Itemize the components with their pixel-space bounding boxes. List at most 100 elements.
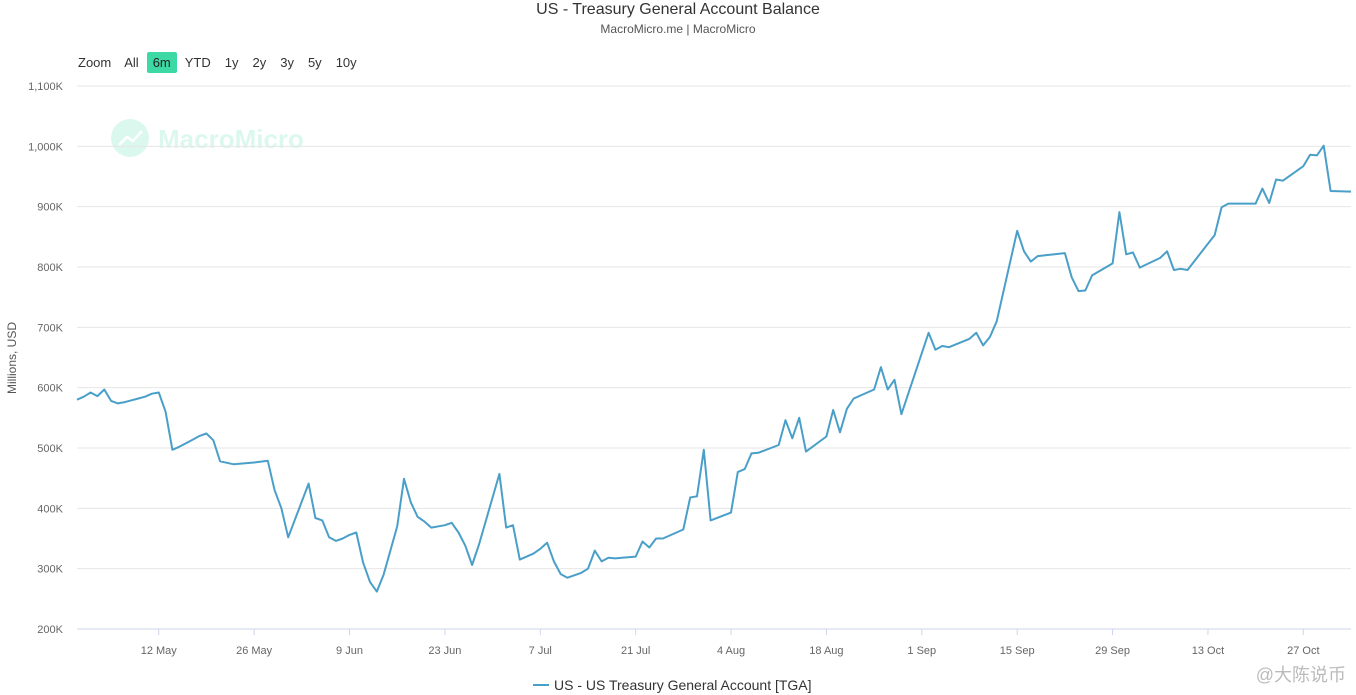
data-point[interactable] [326,534,332,540]
data-point[interactable] [844,406,850,412]
data-point[interactable] [415,514,421,520]
data-point[interactable] [517,557,523,563]
data-point[interactable] [1253,201,1259,207]
data-point[interactable] [680,527,686,533]
data-point[interactable] [1280,178,1286,184]
data-point[interactable] [1171,267,1177,273]
data-point[interactable] [197,433,203,439]
data-point[interactable] [510,522,516,528]
data-point[interactable] [1307,152,1313,158]
data-point[interactable] [783,417,789,423]
data-point[interactable] [469,562,475,568]
data-point[interactable] [142,394,148,400]
data-point[interactable] [360,560,366,566]
data-point[interactable] [742,466,748,472]
data-point[interactable] [994,318,1000,324]
data-point[interactable] [176,444,182,450]
data-point[interactable] [1137,265,1143,271]
data-point[interactable] [496,471,502,477]
data-point[interactable] [823,434,829,440]
data-point[interactable] [333,538,339,544]
data-point[interactable] [272,487,278,493]
data-point[interactable] [1130,250,1136,256]
range-button-2y[interactable]: 2y [252,55,267,70]
data-point[interactable] [640,539,646,545]
data-point[interactable] [122,399,128,405]
data-point[interactable] [401,476,407,482]
data-point[interactable] [169,447,175,453]
data-point[interactable] [190,437,196,443]
data-point[interactable] [217,458,223,464]
data-point[interactable] [605,555,611,561]
data-point[interactable] [585,566,591,572]
data-point[interactable] [646,545,652,551]
data-point[interactable] [967,336,973,342]
data-point[interactable] [674,530,680,536]
data-point[interactable] [1321,143,1327,149]
data-point[interactable] [749,450,755,456]
range-button-ytd[interactable]: YTD [184,55,211,70]
data-point[interactable] [796,415,802,421]
data-point[interactable] [1219,204,1225,210]
data-point[interactable] [1035,253,1041,259]
data-point[interactable] [551,558,557,564]
data-point[interactable] [1076,288,1082,294]
data-point[interactable] [1062,250,1068,256]
data-point[interactable] [503,525,509,531]
data-point[interactable] [892,377,898,383]
data-point[interactable] [653,536,659,542]
data-point[interactable] [578,570,584,576]
data-point[interactable] [88,390,94,396]
data-point[interactable] [701,447,707,453]
data-point[interactable] [926,330,932,336]
data-point[interactable] [1259,186,1265,192]
data-point[interactable] [456,530,462,536]
range-button-1y[interactable]: 1y [224,55,239,70]
data-point[interactable] [347,532,353,538]
data-point[interactable] [428,525,434,531]
data-point[interactable] [599,558,605,564]
data-point[interactable] [565,575,571,581]
data-point[interactable] [1021,248,1027,254]
data-point[interactable] [203,431,209,437]
data-point[interactable] [1069,274,1075,280]
legend-label[interactable]: US - US Treasury General Account [TGA] [554,677,812,693]
data-point[interactable] [612,555,618,561]
data-point[interactable] [776,442,782,448]
data-point[interactable] [544,540,550,546]
data-point[interactable] [1123,251,1129,257]
data-point[interactable] [312,515,318,521]
data-point[interactable] [285,534,291,540]
data-point[interactable] [973,330,979,336]
data-point[interactable] [367,579,373,585]
data-point[interactable] [708,517,714,523]
data-point[interactable] [660,536,666,542]
data-point[interactable] [728,510,734,516]
data-point[interactable] [374,589,380,595]
data-point[interactable] [442,522,448,528]
data-point[interactable] [619,555,625,561]
range-button-6m[interactable]: 6m [146,52,177,73]
data-point[interactable] [1089,272,1095,278]
data-point[interactable] [789,435,795,441]
data-point[interactable] [871,387,877,393]
data-point[interactable] [1212,232,1218,238]
data-point[interactable] [980,342,986,348]
data-point[interactable] [101,387,107,393]
data-point[interactable] [115,400,121,406]
data-point[interactable] [108,398,114,404]
data-point[interactable] [340,536,346,542]
series-line-tga[interactable] [76,144,1352,593]
data-point[interactable] [1273,177,1279,183]
data-point[interactable] [939,343,945,349]
range-button-10y[interactable]: 10y [335,55,357,70]
data-point[interactable] [1225,201,1231,207]
data-point[interactable] [231,461,237,467]
data-point[interactable] [449,520,455,526]
data-point[interactable] [1157,255,1163,261]
data-point[interactable] [1266,200,1272,206]
range-button-3y[interactable]: 3y [280,55,294,70]
range-button-5y[interactable]: 5y [307,55,322,70]
data-point[interactable] [735,469,741,475]
data-point[interactable] [1110,260,1116,266]
